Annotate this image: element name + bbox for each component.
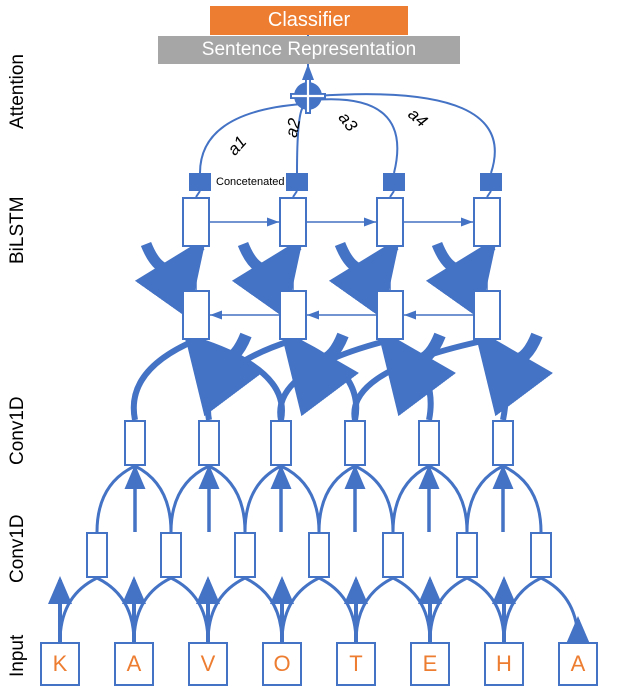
attention-weight-label: a2 (282, 117, 305, 140)
concatenated-label: Concetenated (216, 176, 285, 188)
attention-cap (189, 173, 211, 191)
conv1d-unit (160, 532, 182, 578)
conv1d-unit (530, 532, 552, 578)
conv1d-unit (418, 420, 440, 466)
bilstm-cell (376, 290, 404, 340)
bilstm-cell (182, 290, 210, 340)
attention-cap (480, 173, 502, 191)
conv1d-unit (124, 420, 146, 466)
conv1d-unit (308, 532, 330, 578)
bilstm-cell (182, 197, 210, 247)
input-char: H (484, 642, 524, 686)
input-char: A (558, 642, 598, 686)
conv1d-unit (198, 420, 220, 466)
conv1d-unit (86, 532, 108, 578)
architecture-diagram (0, 0, 636, 698)
conv1d-unit (456, 532, 478, 578)
row-label: Conv1D (7, 396, 29, 465)
input-char: E (410, 642, 450, 686)
input-char: K (40, 642, 80, 686)
bilstm-cell (279, 290, 307, 340)
conv1d-unit (492, 420, 514, 466)
input-char: V (188, 642, 228, 686)
bilstm-cell (473, 290, 501, 340)
row-label: BiLSTM (7, 196, 29, 264)
conv1d-unit (382, 532, 404, 578)
row-label: Conv1D (7, 514, 29, 583)
input-char: A (114, 642, 154, 686)
attention-cap (383, 173, 405, 191)
conv1d-unit (344, 420, 366, 466)
bilstm-cell (376, 197, 404, 247)
row-label: Input (7, 635, 29, 677)
input-char: O (262, 642, 302, 686)
bilstm-cell (473, 197, 501, 247)
attention-cap (286, 173, 308, 191)
diagram-svg (0, 0, 636, 698)
sentence-representation-box: Sentence Representation (158, 36, 460, 64)
classifier-box: Classifier (210, 6, 408, 35)
input-char: T (336, 642, 376, 686)
conv1d-unit (270, 420, 292, 466)
conv1d-unit (234, 532, 256, 578)
row-label: Attention (7, 54, 29, 129)
bilstm-cell (279, 197, 307, 247)
